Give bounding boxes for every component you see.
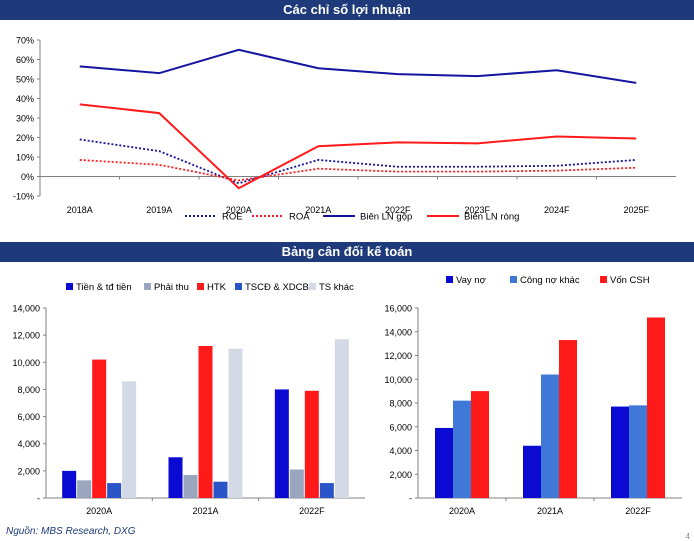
x-tick-label: 2020A bbox=[86, 506, 112, 516]
bar-tien-td-tien-2021a bbox=[168, 457, 183, 498]
x-tick-label: 2021A bbox=[192, 506, 218, 516]
bar-tscd-xdcb-2022f bbox=[319, 483, 334, 498]
profitability-line-chart: 70% 60% 50% 40% 30% 20% 10% 0% -10% 2018A 2019A 202… bbox=[13, 36, 676, 223]
x-tick-label: 2020A bbox=[449, 506, 475, 516]
profit-section-title: Các chỉ số lợi nhuận bbox=[0, 0, 694, 20]
legend-label-tien-td-tien: Tiền & tđ tiền bbox=[76, 282, 132, 293]
bar-tscd-xdcb-2021a bbox=[213, 481, 228, 498]
legend-swatch-cong-no-khac bbox=[510, 276, 517, 283]
x-tick-label: 2020A bbox=[226, 205, 252, 215]
bar-ts-khac-2022f bbox=[334, 339, 349, 498]
bar-vay-no-2020a bbox=[435, 427, 453, 498]
legend-swatch-htk bbox=[197, 283, 204, 290]
x-tick-label: 2025F bbox=[623, 205, 649, 215]
legend-label-vay-no: Vay nợ bbox=[456, 275, 486, 286]
legend-swatch-ts-khac bbox=[309, 283, 316, 290]
y-tick-label: 2,000 bbox=[389, 470, 412, 480]
bar-vay-no-2022f bbox=[611, 406, 629, 498]
bar-ts-khac-2020a bbox=[122, 381, 137, 498]
bar-cong-no-khac-2021a bbox=[541, 374, 559, 498]
bar-phai-thu-2021a bbox=[183, 474, 198, 498]
legend-label-bien-ln-rong: Biên LN ròng bbox=[464, 212, 519, 223]
y-tick-label: 14,000 bbox=[12, 304, 40, 314]
series-line-roe bbox=[79, 138, 637, 185]
balance-sheet-section-title: Bảng cân đối kế toán bbox=[0, 242, 694, 262]
legend-label-htk: HTK bbox=[207, 282, 227, 293]
legend-label-roe: ROE bbox=[222, 212, 243, 223]
x-tick-label: 2019A bbox=[146, 205, 172, 215]
bar-htk-2020a bbox=[92, 359, 107, 498]
y-tick-label: 70% bbox=[16, 36, 34, 46]
y-tick-label: 50% bbox=[16, 75, 34, 85]
legend-label-bien-ln-gop: Biên LN gộp bbox=[360, 212, 412, 223]
x-tick-label: 2022F bbox=[299, 506, 325, 516]
assets-bar-chart: 14,000 12,000 10,000 8,000 6,000 4,000 2,000 - 2… bbox=[12, 282, 365, 516]
series-line-roa bbox=[79, 159, 637, 182]
y-tick-label: 30% bbox=[16, 114, 34, 124]
y-tick-label: 40% bbox=[16, 94, 34, 104]
page-number: 4 bbox=[685, 532, 690, 541]
y-tick-label: 16,000 bbox=[384, 304, 412, 314]
x-tick-label: 2023F bbox=[464, 205, 490, 215]
x-tick-label: 2021A bbox=[537, 506, 563, 516]
y-tick-label: 12,000 bbox=[384, 351, 412, 361]
x-tick-label: 2018A bbox=[67, 205, 93, 215]
y-tick-label: - bbox=[37, 494, 40, 504]
bar-cong-no-khac-2020a bbox=[453, 400, 471, 498]
y-tick-label: 8,000 bbox=[389, 399, 412, 409]
source-note: Nguồn: MBS Research, DXG bbox=[6, 526, 136, 537]
legend-label-ts-khac: TS khác bbox=[319, 282, 354, 293]
bar-phai-thu-2022f bbox=[289, 469, 304, 498]
y-tick-label: 2,000 bbox=[17, 466, 40, 476]
bar-tien-td-tien-2022f bbox=[274, 389, 289, 498]
x-tick-label: 2021A bbox=[305, 205, 331, 215]
x-tick-label: 2022F bbox=[625, 506, 651, 516]
y-tick-label: 0% bbox=[21, 172, 34, 182]
legend-label-cong-no-khac: Công nợ khác bbox=[520, 275, 580, 286]
bar-tien-td-tien-2020a bbox=[62, 470, 77, 498]
legend-swatch-vay-no bbox=[446, 276, 453, 283]
x-tick-label: 2024F bbox=[544, 205, 570, 215]
legend-swatch-tien-td-tien bbox=[66, 283, 73, 290]
legend-swatch-von-csh bbox=[600, 276, 607, 283]
bar-phai-thu-2020a bbox=[77, 480, 92, 498]
legend-label-tscd-xdcb: TSCĐ & XDCB bbox=[245, 282, 309, 293]
bar-von-csh-2021a bbox=[559, 340, 577, 498]
bar-cong-no-khac-2022f bbox=[629, 405, 647, 498]
y-tick-label: 14,000 bbox=[384, 327, 412, 337]
legend-label-roa: ROA bbox=[289, 212, 310, 223]
y-tick-label: 4,000 bbox=[389, 446, 412, 456]
bar-ts-khac-2021a bbox=[228, 348, 243, 498]
y-tick-label: 10,000 bbox=[384, 375, 412, 385]
series-line-bien-ln-rong bbox=[79, 103, 637, 190]
legend-label-phai-thu: Phải thu bbox=[154, 282, 189, 293]
y-tick-label: 4,000 bbox=[17, 439, 40, 449]
series-line-bien-ln-gop bbox=[79, 48, 637, 84]
y-tick-label: 60% bbox=[16, 55, 34, 65]
bar-htk-2021a bbox=[198, 346, 213, 498]
y-tick-label: 12,000 bbox=[12, 331, 40, 341]
y-tick-label: 20% bbox=[16, 133, 34, 143]
y-tick-label: 10,000 bbox=[12, 358, 40, 368]
bar-htk-2022f bbox=[304, 390, 319, 498]
y-tick-label: 8,000 bbox=[17, 385, 40, 395]
bar-tscd-xdcb-2020a bbox=[107, 483, 122, 498]
y-tick-label: - bbox=[409, 494, 412, 504]
legend-swatch-tscd-xdcb bbox=[235, 283, 242, 290]
legend-label-von-csh: Vốn CSH bbox=[610, 275, 650, 286]
y-tick-label: 6,000 bbox=[389, 422, 412, 432]
x-tick-label: 2022F bbox=[385, 205, 411, 215]
bar-von-csh-2020a bbox=[471, 391, 489, 498]
bar-vay-no-2021a bbox=[523, 445, 541, 498]
legend-swatch-phai-thu bbox=[144, 283, 151, 290]
y-tick-label: 10% bbox=[16, 153, 34, 163]
y-tick-label: -10% bbox=[13, 192, 34, 202]
y-tick-label: 6,000 bbox=[17, 412, 40, 422]
liabilities-equity-bar-chart: 16,000 14,000 12,000 10,000 8,000 6,000 4,000 2… bbox=[384, 275, 682, 516]
bar-von-csh-2022f bbox=[647, 317, 665, 498]
